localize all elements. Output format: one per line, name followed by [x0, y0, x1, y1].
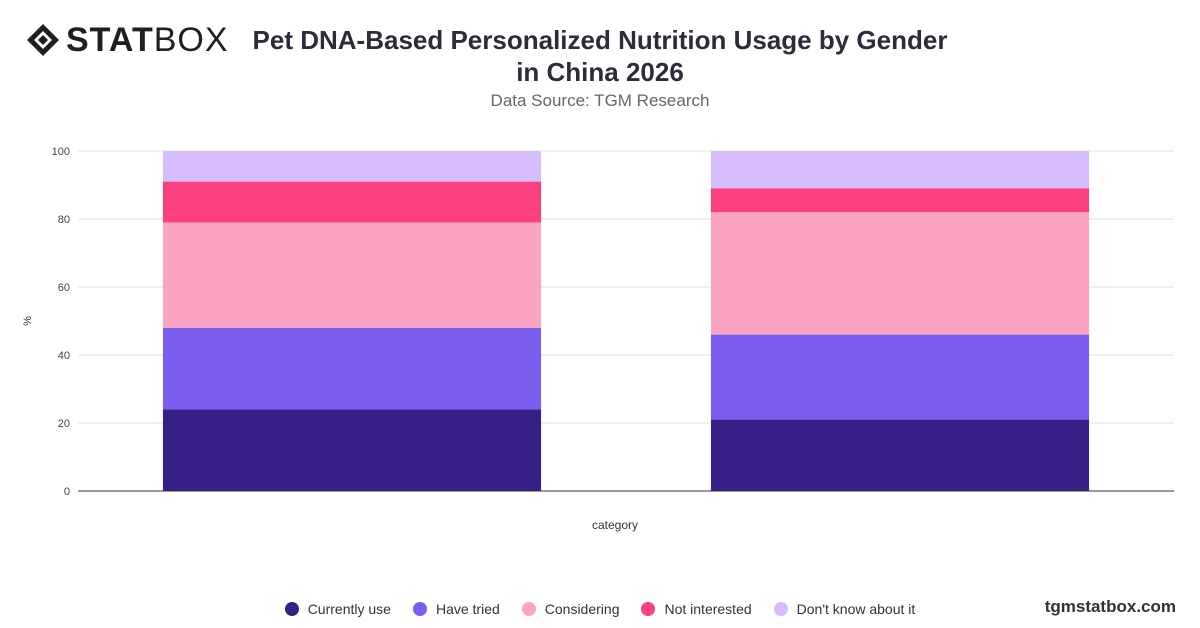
legend-swatch-icon — [641, 602, 656, 616]
x-axis-label: category — [592, 518, 638, 532]
legend-item[interactable]: Not interested — [641, 601, 752, 617]
footer-url: tgmstatbox.com — [1044, 597, 1176, 616]
legend-item[interactable]: Currently use — [284, 601, 391, 617]
diamond-logo-icon — [27, 24, 59, 56]
bar-segment — [710, 334, 1090, 420]
legend-label: Currently use — [307, 601, 391, 617]
legend-swatch-icon — [412, 602, 427, 616]
bar-segment — [710, 212, 1090, 335]
legend-item[interactable]: Have tried — [412, 601, 500, 617]
legend-swatch-icon — [521, 602, 536, 616]
legend-label: Don't know about it — [796, 601, 916, 617]
legend-label: Not interested — [664, 601, 752, 617]
bar-segment — [710, 419, 1090, 491]
y-tick-label: 0 — [64, 486, 70, 498]
logo-wordmark: STATBOX — [66, 21, 229, 59]
legend-label: Have tried — [435, 601, 500, 617]
bar-segment — [710, 151, 1090, 189]
statbox-logo: STATBOX — [26, 22, 229, 58]
legend-item[interactable]: Considering — [521, 601, 620, 617]
bar-segment — [162, 181, 542, 223]
y-tick-label: 80 — [58, 214, 70, 226]
chart-legend: Currently use Have tried Considering Not in… — [0, 601, 1200, 617]
legend-swatch-icon — [773, 602, 788, 616]
y-tick-label: 60 — [58, 282, 70, 294]
bar-segment — [710, 188, 1090, 213]
legend-swatch-icon — [284, 602, 299, 616]
chart-title: Pet DNA-Based Personalized Nutrition Usa… — [252, 25, 948, 87]
legend-label: Considering — [544, 601, 620, 617]
y-tick-label: 100 — [52, 146, 70, 158]
bar-segment — [162, 409, 542, 491]
bar-segment — [162, 151, 542, 182]
chart-subtitle: Data Source: TGM Research — [490, 91, 710, 110]
y-tick-label: 20 — [58, 418, 70, 430]
y-tick-label: 40 — [58, 350, 70, 362]
bar-segment — [162, 222, 542, 328]
legend-item[interactable]: Don't know about it — [773, 601, 916, 617]
y-axis-label: % — [22, 316, 34, 326]
bar-segment — [162, 327, 542, 410]
